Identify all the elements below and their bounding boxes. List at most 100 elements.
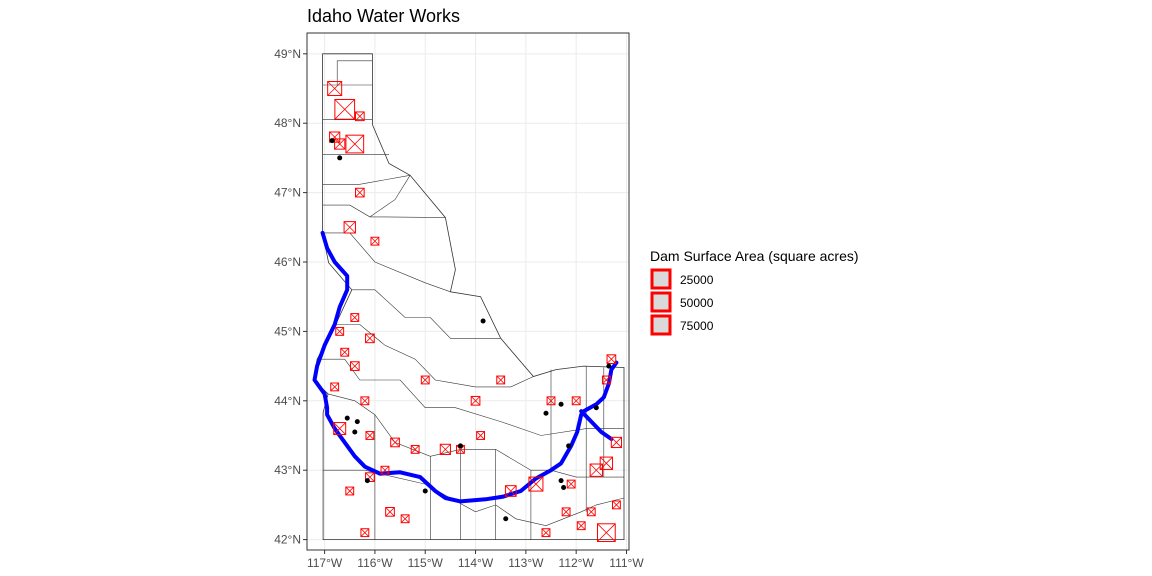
dam-cross: [355, 111, 365, 121]
dam-point: [571, 396, 581, 406]
dam-point: [496, 375, 506, 385]
dam-cross: [571, 396, 581, 406]
dam-point: [410, 444, 420, 454]
idaho-outline: [313, 53, 625, 540]
dam-square: [400, 514, 410, 524]
dam-square: [360, 396, 370, 406]
dam-square: [349, 361, 360, 371]
river-line: [312, 230, 619, 504]
dam-cross: [330, 382, 339, 392]
well-point: [329, 138, 335, 144]
dam-cross: [370, 236, 380, 246]
dam-point: [561, 507, 571, 517]
dam-point: [335, 326, 345, 336]
legend-key: [650, 314, 672, 336]
dam-point: [586, 507, 596, 517]
river-layer: [312, 230, 619, 504]
well-point: [503, 516, 509, 522]
river-line: [579, 409, 614, 441]
x-tick-label: 113°W: [508, 556, 544, 570]
dam-cross: [597, 523, 616, 542]
dam-point: [589, 463, 603, 477]
dam-cross: [576, 521, 586, 530]
dam-cross: [561, 507, 571, 517]
dam-square: [345, 134, 365, 154]
dam-point: [596, 523, 616, 543]
panel-border: [306, 32, 630, 551]
dam-square: [333, 422, 347, 436]
dam-point: [390, 437, 400, 448]
legend-title: Dam Surface Area (square acres): [650, 248, 859, 264]
legend-label: 75000: [680, 319, 714, 333]
dam-point: [606, 354, 617, 364]
dam-square: [330, 382, 340, 392]
dam-square: [439, 443, 451, 455]
well-point: [593, 405, 599, 411]
dam-point: [360, 396, 370, 406]
dam-point: [343, 221, 356, 234]
well-point: [422, 488, 428, 494]
dam-point: [504, 485, 517, 497]
dam-point: [566, 479, 576, 489]
dam-point: [541, 528, 551, 538]
dam-square: [528, 476, 544, 492]
dam-point: [327, 81, 343, 97]
y-tick-label: 47°N: [274, 186, 301, 200]
dam-square: [410, 444, 420, 454]
dam-square: [354, 187, 365, 198]
dam-square: [365, 333, 375, 344]
y-tick-label: 49°N: [274, 47, 301, 61]
x-tick-label: 115°W: [408, 556, 444, 570]
well-markers: [329, 138, 612, 522]
dam-square: [470, 395, 481, 406]
dam-square: [365, 472, 375, 482]
well-point: [352, 429, 358, 435]
x-tick-label: 114°W: [458, 556, 494, 570]
dam-point: [610, 436, 623, 449]
dam-cross: [350, 313, 360, 322]
dam-square: [606, 354, 617, 364]
dam-cross: [612, 500, 621, 510]
county-line: [322, 232, 451, 293]
x-tick-label: 116°W: [357, 556, 393, 570]
dam-point: [360, 528, 370, 538]
dam-square: [496, 375, 506, 385]
dam-square: [350, 313, 360, 322]
y-tick-label: 44°N: [274, 394, 301, 408]
y-tick-label: 46°N: [274, 255, 301, 269]
y-tick-label: 45°N: [274, 324, 301, 338]
map-title: Idaho Water Works: [307, 6, 460, 26]
legend-key: [650, 291, 672, 313]
dam-point: [599, 456, 614, 470]
well-point: [558, 478, 564, 484]
well-point: [457, 443, 463, 449]
dam-point: [334, 138, 346, 150]
legend-label: 25000: [680, 273, 714, 287]
dam-square: [365, 431, 375, 440]
dam-square: [476, 431, 486, 440]
dam-cross: [439, 443, 451, 455]
dam-square: [380, 465, 390, 475]
y-tick-label: 48°N: [274, 116, 301, 130]
dam-cross: [587, 507, 596, 517]
dam-markers: [327, 81, 623, 543]
well-point: [354, 419, 360, 425]
county-boundaries: [317, 60, 625, 540]
dam-square: [566, 479, 576, 489]
dam-square: [354, 111, 365, 122]
dam-point: [546, 396, 556, 406]
dam-square: [420, 375, 430, 385]
dam-square: [596, 523, 616, 543]
county-line: [328, 393, 624, 478]
county-line: [351, 289, 501, 339]
dam-square: [340, 347, 350, 357]
legend-label: 50000: [680, 296, 714, 310]
dam-square: [345, 486, 355, 496]
dam-cross: [606, 354, 617, 364]
dam-cross: [343, 221, 356, 234]
dam-cross: [334, 99, 355, 120]
dam-cross: [611, 437, 622, 448]
y-tick-label: 43°N: [274, 463, 301, 477]
y-axis: 49°N 48°N 47°N 46°N 45°N 44°N 43°N 42°N: [274, 47, 307, 547]
x-axis: 117°W 116°W 115°W 114°W 113°W 112°W 111°W: [307, 550, 644, 570]
